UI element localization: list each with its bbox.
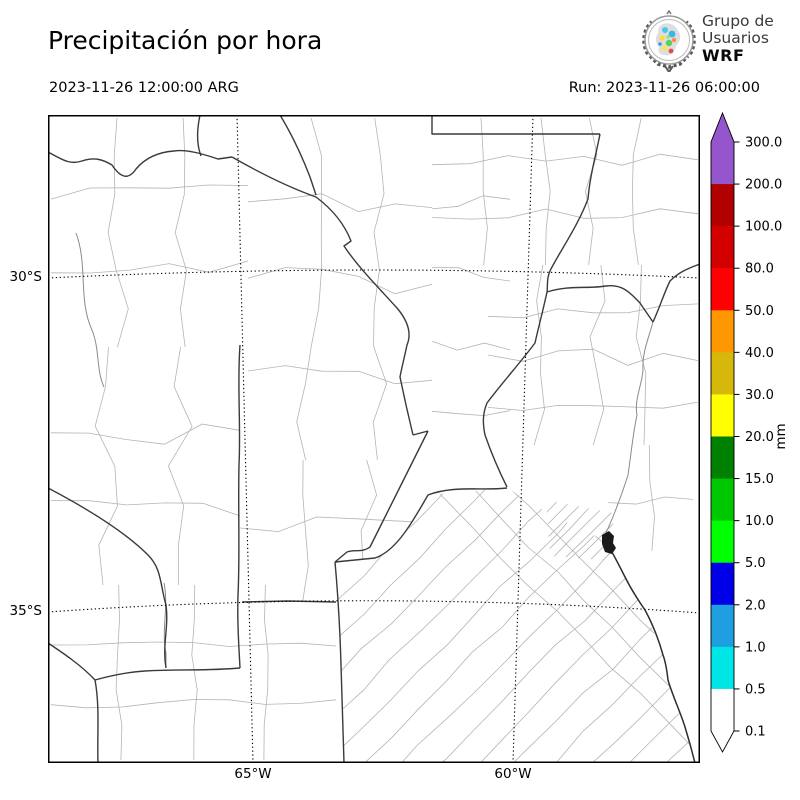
valid-time-label: 2023-11-26 12:00:00 ARG <box>49 80 239 96</box>
graticule-gridlines <box>48 115 700 763</box>
logo-line-wrf: WRF <box>702 46 745 65</box>
colorbar-extend-high <box>711 113 734 142</box>
globe-precip-speckles <box>658 27 677 54</box>
colorbar-ticks: 300.0 200.0 100.0 80.0 50.0 40.0 30.0 20.0 15.0 1… <box>734 136 782 740</box>
laurel-left <box>642 20 654 56</box>
department-mesh <box>50 117 699 761</box>
colorbar: 300.0 200.0 100.0 80.0 50.0 40.0 30.0 20.0 15.0 1… <box>703 105 800 770</box>
lat-tick-label-35s: 35°S <box>9 603 43 619</box>
colorbar-tick-label: 10.0 <box>745 514 774 529</box>
colorbar-tick-label: 80.0 <box>745 262 774 277</box>
wreath-ribbon <box>664 65 674 72</box>
colorbar-tick-label: 5.0 <box>745 556 766 571</box>
page-title: Precipitación por hora <box>48 26 323 55</box>
colorbar-tick-label: 200.0 <box>745 178 782 193</box>
lat-tick-label-30s: 30°S <box>9 269 43 285</box>
colorbar-units-label: mm <box>773 423 789 449</box>
logo-text-block: Grupo de Usuarios WRF <box>702 12 774 65</box>
rivers <box>75 232 654 668</box>
lon-tick-label-65w: 65°W <box>234 766 272 782</box>
map-layers <box>48 115 700 763</box>
wreath-top-mark <box>666 10 672 15</box>
province-borders <box>48 115 700 763</box>
colorbar-tick-label: 50.0 <box>745 304 774 319</box>
colorbar-tick-label: 2.0 <box>745 598 766 613</box>
colorbar-tick-label: 30.0 <box>745 388 774 403</box>
map-frame <box>48 115 700 763</box>
colorbar-extend-low <box>711 731 734 752</box>
run-time-label: Run: 2023-11-26 06:00:00 <box>568 80 760 96</box>
precipitation-map <box>48 115 700 763</box>
colorbar-tick-label: 1.0 <box>745 640 766 655</box>
coastline <box>607 544 696 763</box>
colorbar-tick-label: 40.0 <box>745 346 774 361</box>
colorbar-tick-label: 15.0 <box>745 472 774 487</box>
laurel-bottom <box>648 54 690 69</box>
map-canvas <box>48 115 700 763</box>
colorbar-tick-label: 20.0 <box>745 430 774 445</box>
colorbar-tick-label: 300.0 <box>745 136 782 151</box>
colorbar-tick-label: 0.5 <box>745 682 766 697</box>
colorbar-scale: 300.0 200.0 100.0 80.0 50.0 40.0 30.0 20.0 15.0 1… <box>710 111 789 753</box>
rio-de-la-plata-sea <box>608 545 700 763</box>
buenos-aires-province-fill <box>335 488 695 763</box>
wrf-users-logo <box>638 10 700 72</box>
logo-line-grupo: Grupo de <box>702 12 774 30</box>
logo-line-usuarios: Usuarios <box>702 29 769 47</box>
buenos-aires-city-blob <box>602 531 616 554</box>
colorbar-tick-label: 0.1 <box>745 725 766 740</box>
lon-tick-label-60w: 60°W <box>494 766 532 782</box>
wrf-logo-emblem <box>642 10 696 72</box>
colorbar-segments <box>711 142 734 732</box>
laurel-right <box>684 20 696 56</box>
colorbar-tick-label: 100.0 <box>745 220 782 235</box>
